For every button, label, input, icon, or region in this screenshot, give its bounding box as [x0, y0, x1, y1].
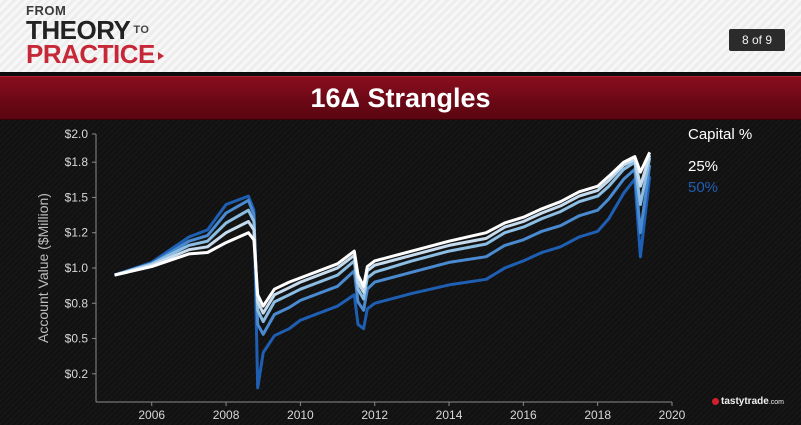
x-tick-label: 2020	[659, 408, 686, 422]
theory-to-practice-logo: FROM THEORY TO PRACTICE	[26, 3, 164, 69]
play-triangle-icon	[157, 52, 164, 61]
x-tick-label: 2008	[213, 408, 240, 422]
brand-name: tastytrade	[721, 396, 769, 407]
page-counter: 8 of 9	[729, 29, 785, 51]
chart-area: $2.0 $1.8 $1.5 $1.2 $1.0 $0.8 $0.5 $0.2 2006 2008…	[0, 120, 801, 425]
account-value-chart: $2.0 $1.8 $1.5 $1.2 $1.0 $0.8 $0.5 $0.2 2006 2008…	[35, 127, 686, 422]
y-tick-label: $1.8	[65, 155, 89, 169]
y-tick-label: $0.2	[65, 367, 89, 381]
y-tick-label: $2.0	[65, 127, 89, 141]
y-tick-label: $1.0	[65, 261, 89, 275]
x-tick-label: 2018	[584, 408, 611, 422]
x-tick-label: 2006	[138, 408, 165, 422]
x-tick-label: 2010	[287, 408, 314, 422]
title-bar: 16Δ Strangles	[0, 76, 801, 120]
slide-title: 16Δ Strangles	[310, 83, 491, 113]
logo-line-theory: THEORY	[26, 15, 131, 45]
series-line-1	[114, 151, 652, 308]
x-tick-label: 2014	[436, 408, 463, 422]
y-tick-label: $1.2	[65, 226, 89, 240]
x-tick-label: 2012	[361, 408, 388, 422]
logo-to: TO	[133, 24, 150, 36]
tastytrade-logo: tastytrade.com	[712, 396, 784, 407]
cherry-icon	[712, 397, 719, 405]
legend-entry-25: 25%	[688, 158, 719, 175]
y-axis-label: Account Value ($Million)	[35, 193, 51, 343]
brand-suffix: .com	[768, 399, 784, 406]
series-line-5	[114, 176, 652, 390]
legend-entry-50: 50%	[688, 179, 719, 196]
y-tick-label: $0.5	[65, 332, 89, 346]
series-line-4	[114, 164, 652, 336]
logo-line-practice: PRACTICE	[26, 39, 155, 69]
logo-line-from: FROM	[26, 3, 67, 18]
header: FROM THEORY TO PRACTICE 8 of 9	[0, 0, 801, 72]
x-tick-label: 2016	[510, 408, 537, 422]
y-tick-label: $1.5	[65, 190, 89, 204]
y-tick-label: $0.8	[65, 296, 89, 310]
legend-title: Capital %	[688, 126, 753, 143]
